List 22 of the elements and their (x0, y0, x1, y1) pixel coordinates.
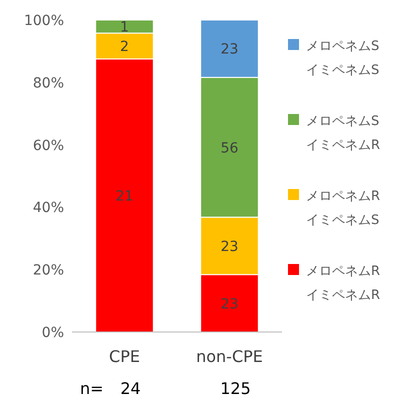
annotation: 1 (120, 20, 129, 36)
x-tick-label: CPE (109, 347, 140, 366)
text: n= (80, 379, 104, 398)
annotation: 21 (116, 188, 134, 204)
annotation: 23 (220, 42, 238, 58)
annotation: 56 (220, 140, 238, 156)
annotation: 23 (220, 296, 238, 312)
y-tick-label: 80% (32, 75, 64, 92)
x-tick-label: non-CPE (196, 347, 263, 366)
legend-label: メロペネムS イミペネムS (306, 39, 380, 78)
annotation: 2 (120, 39, 129, 56)
legend-label: メロペネムR イミペネムR (306, 264, 380, 303)
annotation: 23 (220, 238, 238, 255)
legend-label: メロペネムS イミペネムR (306, 114, 380, 153)
text: 125 (220, 379, 251, 398)
y-tick-label: 40% (32, 200, 64, 216)
y-tick-label: 60% (32, 138, 64, 154)
y-tick-label: 100% (24, 13, 64, 29)
legend-label: メロペネムR イミペネムS (306, 189, 380, 228)
y-tick-label: 20% (32, 262, 64, 279)
text: 24 (120, 379, 141, 398)
y-tick-label: 0% (42, 325, 64, 341)
